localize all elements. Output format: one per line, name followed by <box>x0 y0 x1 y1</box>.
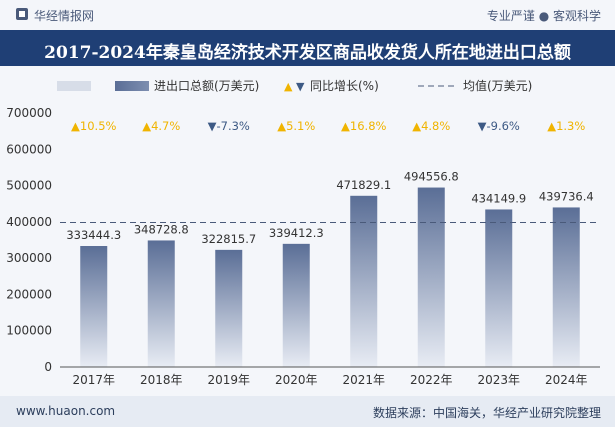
bar <box>80 246 108 367</box>
brand-name: 华经情报网 <box>34 9 95 23</box>
x-tick-label: 2020年 <box>275 373 318 387</box>
growth-value: 4.7% <box>151 119 180 133</box>
x-tick-label: 2019年 <box>207 373 250 387</box>
y-tick-label: 300000 <box>6 251 52 265</box>
legend-up-icon: ▲ <box>284 80 293 93</box>
brand-logo-icon <box>16 8 28 20</box>
y-tick-label: 200000 <box>6 287 52 301</box>
up-triangle-icon: ▲ <box>412 119 421 133</box>
top-bar: 华经情报网 专业严谨 ● 客观科学 <box>0 0 615 30</box>
footer: www.huaon.com 数据来源：中国海关，华经产业研究院整理 <box>0 396 615 427</box>
footer-source: 数据来源：中国海关，华经产业研究院整理 <box>372 406 601 420</box>
x-tick-label: 2023年 <box>477 373 520 387</box>
up-triangle-icon: ▲ <box>341 119 350 133</box>
legend-down-icon: ▼ <box>296 80 305 93</box>
y-axis: 0 100000 200000 300000 400000 500000 600000 700… <box>6 106 52 374</box>
y-tick-label: 400000 <box>6 215 52 229</box>
y-tick-label: 0 <box>44 360 52 374</box>
bar <box>417 187 445 367</box>
legend-label-avg: 均值(万美元) <box>463 78 532 93</box>
legend-swatch-blank <box>57 81 91 91</box>
y-tick-label: 100000 <box>6 324 52 338</box>
chart-title: 2017-2024年秦皇岛经济技术开发区商品收发货人所在地进出口总额 <box>44 43 571 63</box>
bar <box>282 243 310 367</box>
growth-label: ▲1.3% <box>547 119 585 133</box>
growth-label: ▲4.7% <box>142 119 180 133</box>
legend-label-bar: 进出口总额(万美元) <box>154 79 259 93</box>
x-tick-label: 2022年 <box>410 373 453 387</box>
up-triangle-icon: ▲ <box>142 119 151 133</box>
growth-label: ▲5.1% <box>277 119 315 133</box>
x-axis: 2017年 2018年 2019年 2020年 2021年 2022年 2023年 2024年 <box>72 373 587 387</box>
y-tick-label: 600000 <box>6 142 52 156</box>
x-tick-label: 2018年 <box>140 373 183 387</box>
up-triangle-icon: ▲ <box>277 119 286 133</box>
growth-value: 1.3% <box>556 119 585 133</box>
value-labels: 333444.3 348728.8 322815.7 339412.3 471829.1… <box>66 170 593 246</box>
footer-website[interactable]: www.huaon.com <box>16 404 116 418</box>
bar-value-label: 348728.8 <box>134 222 189 236</box>
legend-label-growth: 同比增长(%) <box>310 79 379 93</box>
growth-value: -9.6% <box>486 119 519 133</box>
down-triangle-icon: ▼ <box>208 119 217 133</box>
bar <box>552 207 580 367</box>
bar <box>215 249 243 367</box>
growth-label: ▼-9.6% <box>478 119 520 133</box>
growth-value: 4.8% <box>421 119 450 133</box>
bar-value-label: 333444.3 <box>66 228 121 242</box>
growth-value: 5.1% <box>286 119 315 133</box>
legend: 进出口总额(万美元) ▲ ▼ 同比增长(%) 均值(万美元) <box>57 78 532 93</box>
bar-value-label: 322815.7 <box>201 232 256 246</box>
bar-value-label: 434149.9 <box>471 191 526 205</box>
up-triangle-icon: ▲ <box>71 119 80 133</box>
growth-value: 16.8% <box>350 119 387 133</box>
bars <box>80 187 580 367</box>
bar-value-label: 439736.4 <box>539 189 594 203</box>
tagline: 专业严谨 ● 客观科学 <box>486 9 601 23</box>
up-triangle-icon: ▲ <box>547 119 556 133</box>
growth-label: ▲10.5% <box>71 119 116 133</box>
bar-value-label: 471829.1 <box>336 178 391 192</box>
bar <box>147 240 175 367</box>
growth-label: ▼-7.3% <box>208 119 250 133</box>
bar <box>350 195 378 367</box>
bar-chart: 进出口总额(万美元) ▲ ▼ 同比增长(%) 均值(万美元) 0 100000 20… <box>6 78 600 387</box>
growth-value: -7.3% <box>216 119 249 133</box>
growth-label: ▲16.8% <box>341 119 386 133</box>
chart-area: 进出口总额(万美元) ▲ ▼ 同比增长(%) 均值(万美元) 0 100000 20… <box>0 66 615 396</box>
bar-value-label: 339412.3 <box>269 226 324 240</box>
growth-value: 10.5% <box>80 119 117 133</box>
x-tick-label: 2017年 <box>72 373 115 387</box>
bar <box>485 209 513 367</box>
down-triangle-icon: ▼ <box>478 119 487 133</box>
growth-label: ▲4.8% <box>412 119 450 133</box>
x-tick-label: 2024年 <box>545 373 588 387</box>
x-tick-label: 2021年 <box>342 373 385 387</box>
growth-labels: ▲10.5% ▲4.7% ▼-7.3% ▲5.1% ▲16.8% ▲4.8% ▼-9.6% ▲… <box>71 119 585 133</box>
legend-swatch-bar <box>115 81 149 91</box>
y-tick-label: 700000 <box>6 106 52 120</box>
title-bar: 2017-2024年秦皇岛经济技术开发区商品收发货人所在地进出口总额 <box>0 30 615 66</box>
y-tick-label: 500000 <box>6 179 52 193</box>
bar-value-label: 494556.8 <box>404 170 459 184</box>
